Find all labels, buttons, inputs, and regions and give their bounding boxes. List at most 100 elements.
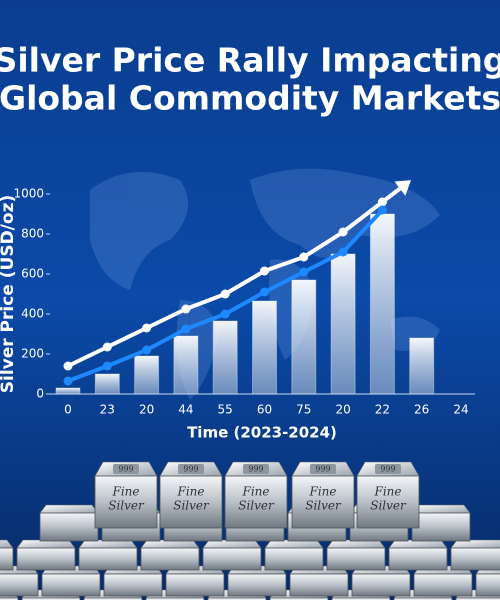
ingot-label: Silver bbox=[173, 499, 210, 513]
ingot bbox=[207, 597, 267, 600]
y-tick-label: 0 bbox=[36, 387, 44, 401]
line-point bbox=[63, 376, 73, 386]
ingot bbox=[16, 547, 76, 571]
ingot-stamp: 999 bbox=[183, 465, 198, 474]
x-tick-label: 75 bbox=[296, 403, 311, 417]
bar bbox=[55, 387, 81, 395]
line-point bbox=[260, 266, 269, 276]
line-point bbox=[299, 252, 309, 262]
ingot bbox=[202, 547, 262, 571]
x-tick-label: 20 bbox=[139, 403, 154, 417]
ingot bbox=[145, 597, 205, 600]
bar bbox=[330, 253, 356, 395]
ingot bbox=[289, 573, 349, 597]
ingot bbox=[331, 597, 391, 600]
ingot bbox=[165, 573, 225, 597]
bar bbox=[134, 355, 160, 395]
ingot-label: Fine bbox=[177, 485, 205, 499]
ingot-label: Silver bbox=[305, 499, 342, 513]
ingot bbox=[393, 597, 453, 600]
ingot bbox=[351, 573, 411, 597]
x-tick-label: 60 bbox=[257, 403, 272, 417]
ingot bbox=[455, 597, 500, 600]
ingot-stamp: 999 bbox=[248, 465, 263, 474]
arrow-shaft bbox=[381, 187, 402, 204]
line-point bbox=[181, 304, 191, 314]
ingot bbox=[450, 547, 500, 571]
bar bbox=[212, 320, 238, 395]
line-point bbox=[102, 342, 112, 352]
title-line: Silver Price Rally Impacting bbox=[0, 41, 500, 80]
ingot-stamp-box bbox=[310, 464, 336, 474]
line-point bbox=[220, 289, 230, 299]
bar bbox=[94, 373, 120, 395]
ingot-label: Fine bbox=[309, 485, 337, 499]
ingot bbox=[356, 475, 420, 529]
y-tick-label: 800 bbox=[21, 227, 44, 241]
x-tick-label: 55 bbox=[218, 403, 233, 417]
title-line: Global Commodity Markets bbox=[0, 79, 500, 118]
ingot bbox=[227, 573, 287, 597]
y-tick-label: 400 bbox=[21, 307, 44, 321]
ingot bbox=[159, 475, 223, 529]
ingot-stamp: 999 bbox=[315, 465, 330, 474]
bar bbox=[409, 337, 435, 395]
line-point bbox=[377, 205, 387, 215]
ingot bbox=[475, 573, 500, 597]
ingot bbox=[103, 573, 163, 597]
ingot bbox=[0, 573, 39, 597]
ingot bbox=[41, 573, 101, 597]
line-point bbox=[220, 309, 230, 319]
x-tick-label: 24 bbox=[453, 403, 468, 417]
ingot bbox=[0, 597, 19, 600]
x-tick-label: 0 bbox=[64, 403, 72, 417]
line-point bbox=[338, 247, 348, 257]
bar bbox=[252, 300, 277, 395]
ingot bbox=[224, 475, 288, 529]
ingot-stamp: 999 bbox=[380, 465, 395, 474]
ingot-stamp-box bbox=[243, 464, 269, 474]
ingot-top bbox=[450, 539, 500, 549]
ingot-label: Silver bbox=[370, 499, 407, 513]
y-tick-label: 600 bbox=[21, 267, 44, 281]
ingot bbox=[326, 547, 386, 571]
line-point bbox=[181, 324, 191, 334]
line-point bbox=[142, 345, 152, 355]
ingot-top bbox=[411, 504, 471, 514]
ingot-label: Fine bbox=[242, 485, 270, 499]
ingot-stamp-box bbox=[375, 464, 401, 474]
ingot-stamp-box bbox=[113, 464, 139, 474]
line-point bbox=[338, 227, 348, 237]
ingot-label: Fine bbox=[112, 485, 140, 499]
ingot bbox=[0, 547, 14, 571]
x-tick-label: 23 bbox=[100, 403, 115, 417]
ingot-label: Silver bbox=[238, 499, 275, 513]
x-tick-label: 44 bbox=[178, 403, 193, 417]
y-axis-label: Silver Price (USD/oz) bbox=[0, 195, 18, 394]
x-tick-label: 22 bbox=[375, 403, 390, 417]
line-point bbox=[142, 323, 152, 333]
ingot bbox=[411, 512, 471, 542]
line-point bbox=[102, 361, 112, 371]
bar bbox=[369, 213, 395, 395]
y-tick-label: 200 bbox=[21, 347, 44, 361]
ingot bbox=[269, 597, 329, 600]
x-tick-label: 26 bbox=[414, 403, 429, 417]
ingot bbox=[39, 512, 99, 542]
line-point bbox=[260, 287, 269, 297]
ingot-label: Fine bbox=[374, 485, 402, 499]
ingot-stamp-box bbox=[178, 464, 204, 474]
ingot-top bbox=[39, 504, 99, 514]
ingot bbox=[78, 547, 138, 571]
ingot bbox=[264, 547, 324, 571]
bar bbox=[173, 335, 199, 395]
ingot-label: Silver bbox=[108, 499, 145, 513]
arrow-head bbox=[394, 180, 412, 196]
ingot-stamp: 999 bbox=[118, 465, 133, 474]
ingot bbox=[21, 597, 81, 600]
x-axis-label: Time (2023-2024) bbox=[187, 424, 337, 442]
ingot bbox=[388, 547, 448, 571]
ingot bbox=[83, 597, 143, 600]
ingot bbox=[140, 547, 200, 571]
